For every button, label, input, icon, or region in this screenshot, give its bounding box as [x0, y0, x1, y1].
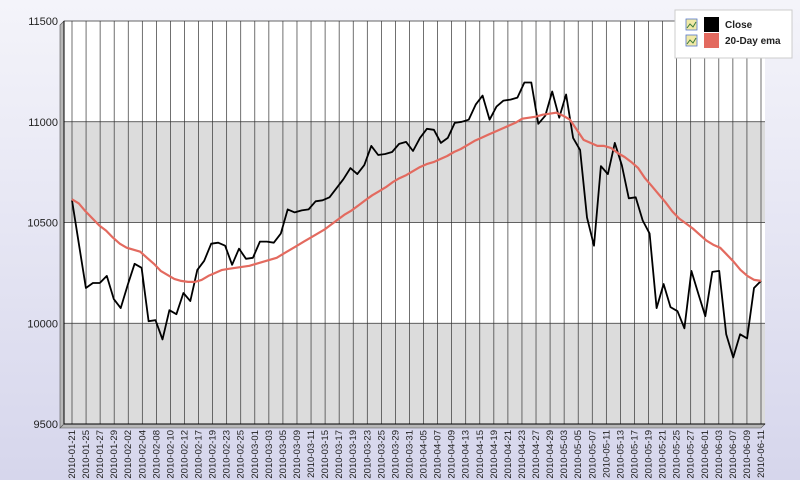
y-tick-label: 11000	[28, 117, 58, 129]
legend-chart-icon-line	[686, 21, 697, 29]
band	[64, 323, 765, 424]
x-tick-label: 2010-01-27	[95, 430, 106, 479]
x-tick-label: 2010-04-27	[531, 430, 542, 479]
x-axis-floor	[59, 423, 766, 429]
legend: Close 20-Day ema	[674, 9, 793, 59]
y-tick-label: 9500	[34, 419, 58, 431]
legend-box	[674, 9, 793, 59]
x-tick-label: 2010-01-29	[109, 430, 120, 479]
legend-label: Close	[725, 20, 753, 31]
x-tick-label: 2010-02-10	[165, 430, 176, 479]
x-tick-label: 2010-02-02	[123, 430, 134, 479]
x-tick-label: 2010-04-15	[475, 430, 486, 479]
legend-chart-icon-line	[686, 37, 697, 45]
y-tick-label: 10500	[27, 218, 58, 230]
x-tick-label: 2010-04-23	[517, 430, 528, 479]
legend-swatch	[704, 33, 719, 48]
x-tick-label: 2010-05-27	[686, 430, 697, 479]
x-tick-label: 2010-03-11	[306, 430, 317, 478]
x-tick-label: 2010-05-11	[601, 430, 612, 478]
x-tick-label: 2010-02-19	[208, 430, 219, 479]
x-tick-label: 2010-01-21	[67, 430, 78, 479]
x-tick-label: 2010-02-25	[236, 430, 247, 479]
x-tick-label: 2010-02-17	[194, 430, 205, 479]
x-tick-label: 2010-05-19	[644, 430, 655, 479]
x-tick-label: 2010-02-04	[137, 430, 148, 479]
x-tick-label: 2010-06-07	[728, 430, 739, 479]
x-tick-label: 2010-06-11	[756, 430, 767, 478]
x-tick-label: 2010-03-29	[390, 430, 401, 479]
legend-chart-icon	[685, 34, 698, 47]
legend-swatch	[704, 17, 719, 32]
x-tick-label: 2010-03-25	[376, 430, 387, 479]
x-tick-label: 2010-02-08	[151, 430, 162, 479]
x-tick-label: 2010-02-23	[222, 430, 233, 479]
x-tick-label: 2010-03-23	[362, 430, 373, 479]
x-axis-tick-labels: 2010-01-21 2010-01-25 2010-01-27 2010-01-29…	[67, 430, 767, 479]
legend-chart-icon	[685, 18, 698, 31]
x-tick-label: 2010-05-03	[559, 430, 570, 479]
x-tick-label: 2010-01-25	[81, 430, 92, 479]
x-tick-label: 2010-03-05	[278, 430, 289, 479]
x-tick-label: 2010-04-07	[433, 430, 444, 479]
x-tick-label: 2010-03-17	[334, 430, 345, 479]
x-tick-label: 2010-03-03	[264, 430, 275, 479]
x-tick-label: 2010-05-13	[615, 430, 626, 479]
x-tick-label: 2010-03-01	[250, 430, 261, 479]
x-tick-label: 2010-04-13	[461, 430, 472, 479]
x-tick-label: 2010-03-15	[320, 430, 331, 479]
x-tick-label: 2010-03-19	[348, 430, 359, 479]
x-tick-label: 2010-05-05	[573, 430, 584, 479]
data-series	[71, 81, 762, 359]
x-tick-label: 2010-06-03	[714, 430, 725, 479]
x-tick-label: 2010-04-09	[447, 430, 458, 479]
x-tick-label: 2010-05-25	[672, 430, 683, 479]
x-tick-label: 2010-06-01	[700, 430, 711, 479]
x-tick-label: 2010-04-29	[545, 430, 556, 479]
x-tick-label: 2010-05-21	[658, 430, 669, 479]
legend-label: 20-Day ema	[725, 36, 781, 47]
x-tick-label: 2010-05-07	[587, 430, 598, 479]
x-tick-label: 2010-04-05	[419, 430, 430, 479]
x-tick-label: 2010-04-19	[489, 430, 500, 479]
y-tick-label: 11500	[28, 16, 58, 28]
x-tick-label: 2010-04-21	[503, 430, 514, 479]
y-axis-tick-labels: 11500 11000 10500 10000 9500	[27, 16, 58, 431]
x-tick-label: 2010-03-09	[292, 430, 303, 479]
axes	[59, 20, 766, 429]
band	[64, 121, 765, 223]
close-series-line	[71, 81, 762, 359]
x-tick-label: 2010-05-17	[629, 430, 640, 479]
x-tick-label: 2010-03-31	[404, 430, 415, 479]
x-tick-label: 2010-06-09	[742, 430, 753, 479]
y-axis-wall	[59, 20, 65, 429]
ema-series-line	[71, 111, 762, 283]
y-tick-label: 10000	[27, 318, 58, 330]
x-tick-label: 2010-02-12	[179, 430, 190, 479]
